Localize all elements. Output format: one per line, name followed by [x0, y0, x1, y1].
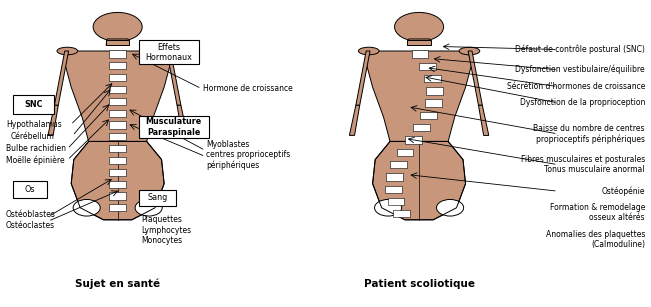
- Text: Fibres musculaires et posturales
Tonus musculaire anormal: Fibres musculaires et posturales Tonus m…: [521, 155, 645, 174]
- Text: SNC: SNC: [24, 100, 43, 109]
- Ellipse shape: [459, 47, 480, 55]
- Polygon shape: [48, 105, 59, 135]
- Text: Effets
Hormonaux: Effets Hormonaux: [146, 42, 193, 62]
- Text: Bulbe rachidien: Bulbe rachidien: [6, 145, 66, 154]
- Text: Sécrétion d'hormones de croissance: Sécrétion d'hormones de croissance: [506, 82, 645, 91]
- Text: Moëlle épinière: Moëlle épinière: [6, 155, 64, 165]
- FancyBboxPatch shape: [109, 121, 126, 129]
- FancyBboxPatch shape: [139, 116, 209, 138]
- Polygon shape: [372, 142, 465, 220]
- FancyBboxPatch shape: [426, 87, 443, 95]
- FancyBboxPatch shape: [405, 136, 422, 144]
- Polygon shape: [71, 142, 164, 220]
- FancyBboxPatch shape: [13, 181, 48, 198]
- Text: Baisse du nombre de centres
proprioceptifs périphériques: Baisse du nombre de centres propriocepti…: [534, 124, 645, 144]
- Polygon shape: [64, 51, 171, 142]
- Text: Défaut de contrôle postural (SNC): Défaut de contrôle postural (SNC): [515, 45, 645, 54]
- FancyBboxPatch shape: [386, 173, 402, 181]
- FancyBboxPatch shape: [109, 50, 126, 58]
- Polygon shape: [468, 51, 482, 105]
- FancyBboxPatch shape: [139, 190, 176, 206]
- Polygon shape: [55, 51, 68, 105]
- Text: Plaquettes
Lymphocytes
Monocytes: Plaquettes Lymphocytes Monocytes: [141, 216, 191, 245]
- FancyBboxPatch shape: [109, 98, 126, 105]
- Text: Patient scoliotique: Patient scoliotique: [364, 279, 475, 289]
- Ellipse shape: [158, 47, 178, 55]
- Ellipse shape: [73, 200, 100, 216]
- FancyBboxPatch shape: [390, 161, 407, 168]
- FancyBboxPatch shape: [420, 112, 437, 119]
- Ellipse shape: [359, 47, 379, 55]
- FancyBboxPatch shape: [419, 63, 436, 70]
- FancyBboxPatch shape: [396, 149, 413, 156]
- Text: Anomalies des plaquettes
(Calmoduline): Anomalies des plaquettes (Calmoduline): [546, 230, 645, 249]
- Ellipse shape: [93, 12, 142, 41]
- FancyBboxPatch shape: [109, 181, 126, 188]
- Polygon shape: [366, 51, 472, 142]
- Text: Musculature
Paraspinale: Musculature Paraspinale: [146, 117, 202, 137]
- Ellipse shape: [395, 12, 443, 41]
- Polygon shape: [177, 105, 187, 135]
- Text: Hormone de croissance: Hormone de croissance: [203, 84, 292, 93]
- Text: Ostéopénie: Ostéopénie: [602, 186, 645, 196]
- Polygon shape: [106, 41, 130, 45]
- Text: Sujet en santé: Sujet en santé: [75, 279, 160, 289]
- FancyBboxPatch shape: [109, 86, 126, 93]
- Text: Dysfonction vestibulaire/équilibre: Dysfonction vestibulaire/équilibre: [516, 65, 645, 75]
- FancyBboxPatch shape: [109, 157, 126, 164]
- Ellipse shape: [374, 200, 402, 216]
- FancyBboxPatch shape: [109, 110, 126, 117]
- FancyBboxPatch shape: [393, 210, 410, 217]
- FancyBboxPatch shape: [411, 50, 428, 58]
- Text: Ostéoblastes
Ostéoclastes: Ostéoblastes Ostéoclastes: [6, 210, 56, 230]
- Text: Cérébellum: Cérébellum: [10, 131, 55, 141]
- FancyBboxPatch shape: [109, 133, 126, 140]
- FancyBboxPatch shape: [424, 99, 441, 107]
- Polygon shape: [408, 39, 431, 45]
- FancyBboxPatch shape: [109, 62, 126, 69]
- Polygon shape: [106, 39, 130, 45]
- Ellipse shape: [437, 200, 464, 216]
- Ellipse shape: [135, 200, 162, 216]
- Text: Hypothalamus: Hypothalamus: [6, 120, 62, 129]
- Text: Dysfonction de la proprioception: Dysfonction de la proprioception: [519, 98, 645, 107]
- FancyBboxPatch shape: [109, 74, 126, 81]
- FancyBboxPatch shape: [13, 95, 54, 114]
- Polygon shape: [167, 51, 181, 105]
- FancyBboxPatch shape: [109, 204, 126, 211]
- Text: Myoblastes
centres proprioceptifs
périphériques: Myoblastes centres proprioceptifs périph…: [206, 140, 290, 170]
- FancyBboxPatch shape: [109, 192, 126, 200]
- Text: Formation & remodelage
osseux altérés: Formation & remodelage osseux altérés: [549, 203, 645, 222]
- FancyBboxPatch shape: [109, 169, 126, 176]
- Polygon shape: [408, 41, 431, 45]
- Ellipse shape: [57, 47, 77, 55]
- Polygon shape: [350, 105, 360, 135]
- FancyBboxPatch shape: [385, 185, 402, 193]
- FancyBboxPatch shape: [424, 75, 441, 82]
- Text: Sang: Sang: [148, 193, 168, 202]
- FancyBboxPatch shape: [413, 124, 430, 131]
- FancyBboxPatch shape: [139, 40, 199, 64]
- Polygon shape: [356, 51, 370, 105]
- FancyBboxPatch shape: [109, 145, 126, 152]
- FancyBboxPatch shape: [387, 198, 404, 205]
- Text: Os: Os: [25, 185, 35, 194]
- Polygon shape: [478, 105, 489, 135]
